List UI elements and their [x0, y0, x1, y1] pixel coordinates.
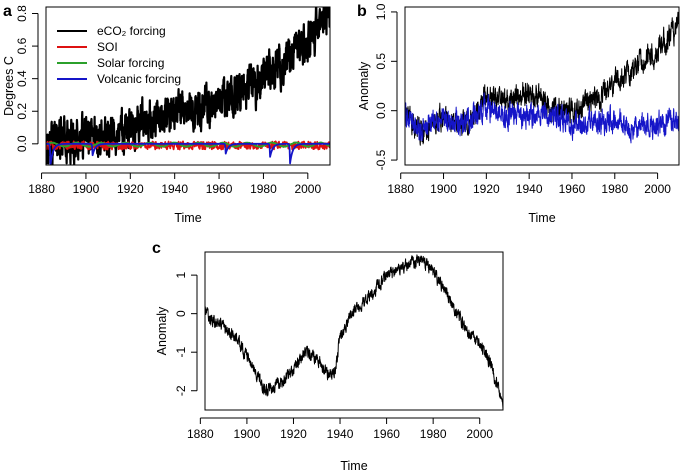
x-tick-label: 1880 — [387, 182, 414, 196]
legend-entry: Volcanic forcing — [97, 72, 181, 86]
x-tick-label: 1960 — [206, 182, 233, 196]
y-tick-label: -1 — [174, 347, 188, 358]
x-axis-label: Time — [174, 211, 201, 225]
y-tick-label: -2 — [174, 385, 188, 396]
series-group — [205, 254, 503, 410]
x-tick-label: 1980 — [601, 182, 628, 196]
x-tick-label: 1920 — [473, 182, 500, 196]
x-tick-label: 1940 — [516, 182, 543, 196]
plot-frame — [204, 251, 504, 411]
series-line-4 — [46, 142, 330, 165]
chart-panel-b: b 1880 1900 1920 1940 1960 1980 2000 Time -0.5 0.0… — [357, 3, 680, 225]
x-tick-label: 1960 — [559, 182, 586, 196]
y-tick-label: 0.5 — [374, 53, 388, 70]
x-tick-label: 1900 — [73, 182, 100, 196]
x-axis-label: Time — [528, 211, 555, 225]
x-tick-label: 1900 — [430, 182, 457, 196]
x-tick-label: 2000 — [466, 427, 493, 441]
x-axis: 1880 1900 1920 1940 1960 1980 2000 — [187, 417, 493, 441]
y-axis: -0.5 0.0 0.5 1.0 — [374, 3, 398, 170]
x-axis: 1880 1900 1920 1940 1960 1980 2000 — [28, 172, 321, 196]
x-tick-label: 1940 — [161, 182, 188, 196]
y-tick-label: -0.5 — [374, 149, 388, 170]
legend-entry: SOI — [97, 40, 118, 54]
x-tick-label: 1900 — [234, 427, 261, 441]
chart-panel-c: c 1880 1900 1920 1940 1960 1980 2000 Time -2 -1 0 1 A… — [152, 240, 504, 473]
series-group — [405, 11, 679, 146]
series-line-3 — [46, 141, 330, 148]
x-tick-label: 1920 — [117, 182, 144, 196]
x-tick-label: 1980 — [420, 427, 447, 441]
series-group — [46, 7, 330, 165]
x-axis-label: Time — [340, 459, 367, 473]
y-axis: -2 -1 0 1 — [174, 271, 198, 396]
plot-frame — [404, 6, 680, 166]
y-tick-label: 0.0 — [374, 102, 388, 119]
y-axis-label: Anomaly — [155, 306, 169, 355]
legend: eCO₂ forcing SOI Solar forcing Volcanic for… — [57, 24, 181, 86]
panel-letter: a — [3, 3, 12, 20]
legend-entry: eCO₂ forcing — [97, 24, 166, 38]
y-axis-label: Degrees C — [2, 56, 16, 116]
x-tick-label: 1920 — [280, 427, 307, 441]
x-tick-label: 2000 — [644, 182, 671, 196]
x-tick-label: 1940 — [327, 427, 354, 441]
legend-entry: Solar forcing — [97, 56, 164, 70]
x-tick-label: 2000 — [294, 182, 321, 196]
panel-letter: c — [152, 240, 161, 257]
x-axis: 1880 1900 1920 1940 1960 1980 2000 — [387, 172, 671, 196]
y-tick-label: 1.0 — [374, 3, 388, 20]
series-line-2 — [405, 92, 679, 144]
plot-frame — [45, 6, 331, 166]
series-line-1 — [205, 254, 503, 410]
y-tick-label: 0.6 — [15, 37, 29, 54]
x-tick-label: 1880 — [28, 182, 55, 196]
y-tick-label: 0.0 — [15, 135, 29, 152]
series-line-1 — [46, 7, 330, 165]
x-tick-label: 1960 — [373, 427, 400, 441]
x-tick-label: 1980 — [250, 182, 277, 196]
y-tick-label: 0.2 — [15, 103, 29, 120]
y-axis-label: Anomaly — [357, 61, 371, 110]
y-tick-label: 1 — [174, 271, 188, 278]
y-tick-label: 0.8 — [15, 5, 29, 22]
panel-letter: b — [357, 3, 367, 20]
y-axis: 0.0 0.2 0.4 0.6 0.8 — [15, 5, 39, 152]
y-tick-label: 0 — [174, 310, 188, 317]
x-tick-label: 1880 — [187, 427, 214, 441]
y-tick-label: 0.4 — [15, 70, 29, 87]
